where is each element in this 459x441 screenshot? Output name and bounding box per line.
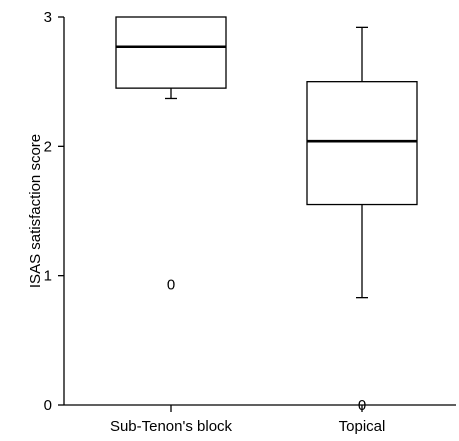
x-tick-label: Sub-Tenon's block <box>110 418 233 435</box>
iqr-box <box>115 16 227 89</box>
outlier-marker: 0 <box>358 397 366 414</box>
outlier-marker: 0 <box>167 277 175 294</box>
y-tick-label: 0 <box>44 397 52 414</box>
y-tick-label: 3 <box>44 9 52 26</box>
x-tick-label: Topical <box>339 418 386 435</box>
y-tick-label: 1 <box>44 268 52 285</box>
box-group: 0 <box>115 16 227 294</box>
box-group: 0 <box>306 26 418 414</box>
boxes: 00 <box>115 16 418 414</box>
iqr-box <box>306 81 418 206</box>
axes: 0 1 2 3 Sub-Tenon's block Topical <box>44 9 456 435</box>
y-axis-label: ISAS satisfaction score <box>27 134 44 288</box>
y-tick-label: 2 <box>44 138 52 155</box>
